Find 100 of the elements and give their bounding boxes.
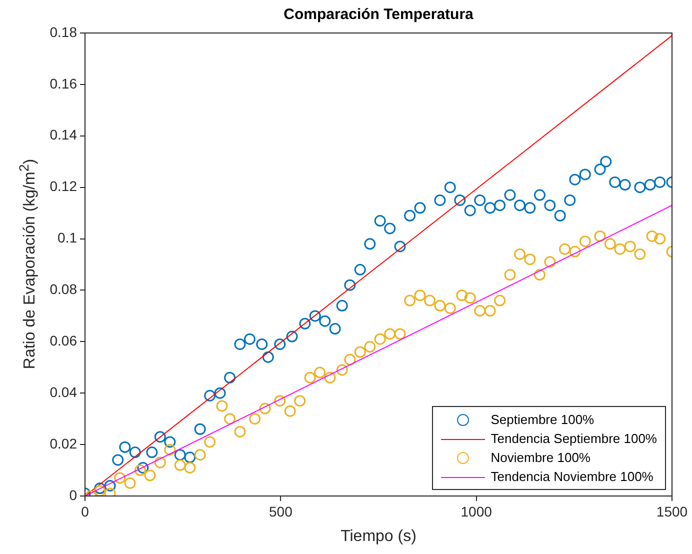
point xyxy=(94,482,106,494)
point xyxy=(609,176,621,188)
y-tick-label: 0 xyxy=(69,486,78,503)
point xyxy=(644,179,656,191)
point xyxy=(569,174,581,186)
point xyxy=(374,333,386,345)
point xyxy=(249,413,261,425)
point xyxy=(394,328,406,340)
point xyxy=(124,477,136,489)
y-tick-label: 0.06 xyxy=(50,332,78,349)
y-tick-label: 0.16 xyxy=(50,75,78,92)
point xyxy=(262,351,274,363)
point xyxy=(534,269,546,281)
point xyxy=(194,449,206,461)
point xyxy=(514,248,526,260)
point xyxy=(256,338,268,350)
point xyxy=(154,431,166,443)
point xyxy=(336,300,348,312)
point xyxy=(494,294,506,306)
point xyxy=(619,179,631,191)
point xyxy=(344,279,356,291)
legend-label: Tendencia Noviembre 100% xyxy=(490,469,654,484)
x-axis-title: Tiempo (s) xyxy=(340,528,418,546)
point xyxy=(414,290,426,302)
point xyxy=(309,310,321,322)
point xyxy=(404,210,416,222)
y-tick-label: 0.02 xyxy=(50,435,78,452)
point xyxy=(424,294,436,306)
point xyxy=(654,233,666,245)
point xyxy=(394,240,406,252)
point xyxy=(444,182,456,194)
point xyxy=(434,300,446,312)
point xyxy=(434,194,446,206)
point xyxy=(364,341,376,353)
point xyxy=(524,202,536,214)
point xyxy=(554,210,566,222)
point xyxy=(364,238,376,250)
point xyxy=(299,318,311,330)
point xyxy=(454,194,466,206)
point xyxy=(564,194,576,206)
point xyxy=(324,372,336,384)
x-tick-label: 1000 xyxy=(460,503,492,520)
point xyxy=(194,423,206,435)
y-tick-label: 0.18 xyxy=(50,24,78,40)
point xyxy=(614,243,626,255)
point xyxy=(384,222,396,234)
point xyxy=(144,470,156,482)
point xyxy=(634,248,646,260)
point xyxy=(559,243,571,255)
point xyxy=(594,230,606,242)
point xyxy=(164,444,176,456)
point xyxy=(164,436,176,448)
chart-title: Comparación Temperatura xyxy=(282,6,474,23)
point xyxy=(464,292,476,304)
point xyxy=(204,436,216,448)
point xyxy=(259,402,271,414)
point xyxy=(354,264,366,276)
point xyxy=(174,449,186,461)
point xyxy=(646,230,658,242)
point xyxy=(604,238,616,250)
x-tick-label: 1500 xyxy=(656,503,688,520)
y-tick-label: 0.08 xyxy=(50,281,78,298)
point xyxy=(474,194,486,206)
legend-label: Tendencia Septiembre 100% xyxy=(490,431,657,446)
point xyxy=(224,413,236,425)
point xyxy=(214,387,226,399)
point xyxy=(579,168,591,180)
point xyxy=(474,305,486,317)
point xyxy=(112,454,124,466)
point xyxy=(594,164,606,176)
point xyxy=(544,256,556,268)
point xyxy=(404,294,416,306)
point xyxy=(154,456,166,468)
point xyxy=(137,462,149,474)
point xyxy=(464,204,476,216)
point xyxy=(129,446,141,458)
point xyxy=(654,176,666,188)
point xyxy=(319,315,331,327)
point xyxy=(234,338,246,350)
point xyxy=(374,215,386,227)
point xyxy=(504,189,516,201)
point xyxy=(329,323,341,335)
point xyxy=(600,156,612,168)
point xyxy=(579,236,591,248)
point xyxy=(414,202,426,214)
y-tick-label: 0.1 xyxy=(58,230,78,246)
point xyxy=(224,372,236,384)
point xyxy=(234,426,246,438)
point xyxy=(184,462,196,474)
legend-label: Septiembre 100% xyxy=(490,412,594,427)
point xyxy=(286,330,298,342)
point xyxy=(484,202,496,214)
x-tick-label: 500 xyxy=(268,503,293,520)
point xyxy=(314,366,326,378)
point xyxy=(336,364,348,376)
point xyxy=(456,290,468,302)
point xyxy=(524,254,536,266)
point xyxy=(184,452,196,464)
point xyxy=(354,346,366,358)
point xyxy=(344,354,356,366)
